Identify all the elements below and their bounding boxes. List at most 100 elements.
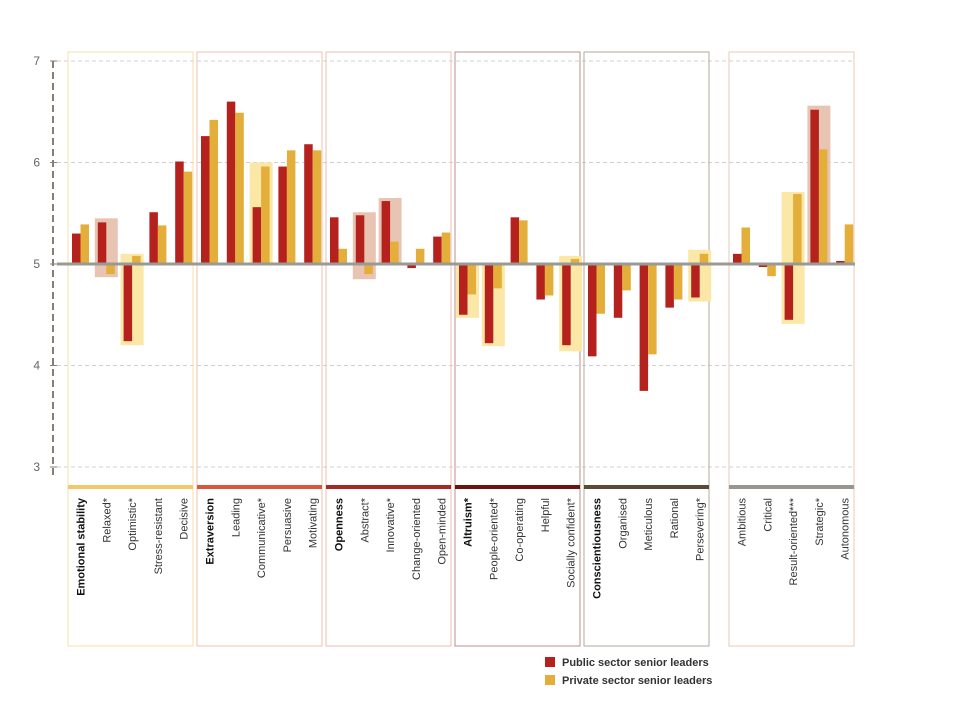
private-bar — [673, 264, 683, 300]
category-labels: Emotional stability Relaxed* Optimistic* St… — [76, 497, 852, 599]
category-label: Rational — [669, 498, 681, 538]
category-label: Optimistic* — [127, 497, 139, 550]
category-label: Decisive — [179, 498, 191, 540]
public-bar — [613, 264, 623, 318]
category-label: Change-oriented — [411, 498, 423, 580]
public-bar — [355, 215, 365, 264]
private-bar — [80, 224, 89, 264]
category-label: Autonomous — [840, 498, 852, 560]
public-bar — [639, 264, 649, 391]
public-bar — [691, 264, 700, 298]
category-label: Relaxed* — [101, 497, 113, 542]
private-bar — [844, 224, 854, 264]
category-label: Altruism* — [463, 497, 475, 547]
public-bar — [278, 166, 287, 264]
private-bar — [338, 248, 347, 264]
group-frame — [325, 51, 452, 647]
private-bar — [570, 258, 580, 264]
private-bar — [818, 149, 828, 264]
category-label: Openness — [334, 498, 346, 551]
public-bar — [510, 217, 520, 264]
public-bar — [484, 264, 494, 344]
public-bar — [433, 236, 442, 264]
private-bar — [390, 241, 399, 264]
public-bar — [459, 264, 468, 315]
y-axis: 3 4 5 6 7 — [33, 54, 57, 478]
private-bar — [793, 193, 802, 264]
public-bar — [733, 253, 742, 264]
public-bar — [588, 264, 597, 357]
category-label: Meticulous — [643, 498, 655, 551]
group-color-strip — [68, 485, 193, 489]
group-frame — [728, 51, 855, 647]
category-label: Extraversion — [205, 498, 217, 565]
group-color-strip — [584, 485, 709, 489]
private-bar — [596, 264, 605, 314]
category-label: Stress-resistant — [153, 498, 165, 574]
category-label: Communicative* — [256, 497, 268, 578]
public-bar — [665, 264, 674, 308]
group-frames — [67, 51, 855, 647]
y-tick-label: 3 — [33, 460, 40, 474]
group-color-strip — [729, 485, 854, 489]
category-label: Abstract* — [359, 497, 371, 542]
private-bar — [209, 119, 218, 265]
category-label: Emotional stability — [76, 497, 88, 596]
public-bar — [72, 233, 81, 264]
category-label: Organised — [617, 498, 629, 549]
y-tick-label: 7 — [33, 54, 40, 68]
category-label: Innovative* — [385, 497, 397, 552]
private-bar — [493, 264, 502, 289]
category-label: People-oriented* — [488, 497, 500, 580]
public-bar — [304, 144, 313, 264]
group-frame — [67, 51, 194, 647]
category-label: Conscientiousness — [592, 498, 604, 599]
public-bar — [407, 264, 416, 269]
private-bar — [544, 264, 554, 296]
private-bar — [622, 264, 631, 291]
public-bar — [784, 264, 794, 320]
y-tick-label: 5 — [33, 257, 40, 271]
legend-swatch — [545, 657, 555, 667]
private-bar — [467, 264, 476, 295]
public-bar — [381, 201, 391, 264]
private-bar — [767, 264, 776, 277]
private-bar — [132, 255, 141, 264]
private-bar — [261, 166, 270, 264]
public-bar — [149, 212, 158, 264]
private-bar — [157, 225, 167, 264]
category-label: Socially confident* — [566, 497, 578, 588]
public-bar — [252, 207, 262, 264]
category-label: Co-operating — [514, 498, 526, 562]
category-label: Helpful — [540, 498, 552, 532]
category-label: Ambitious — [737, 498, 749, 547]
public-bar — [810, 109, 819, 264]
category-label: Motivating — [308, 498, 320, 548]
private-bar — [183, 171, 193, 264]
legend: Public sector senior leaders Private sect… — [545, 657, 712, 687]
private-bar — [415, 248, 425, 264]
private-bar — [286, 150, 296, 264]
public-bar — [330, 217, 339, 264]
public-bar — [758, 264, 768, 268]
legend-label: Public sector senior leaders — [562, 657, 709, 669]
private-bar — [519, 220, 528, 264]
category-label: Persevering* — [695, 497, 707, 561]
public-bar — [226, 101, 236, 264]
y-tick-label: 4 — [33, 359, 40, 373]
private-bar — [648, 264, 657, 355]
public-bar — [97, 222, 107, 264]
group-color-strip — [455, 485, 580, 489]
private-bar — [312, 150, 322, 264]
category-label: Strategic* — [814, 497, 826, 545]
grid-layer — [57, 60, 855, 468]
public-bar — [175, 161, 184, 264]
private-bar — [741, 227, 750, 264]
private-bar — [235, 112, 244, 264]
private-bar — [441, 232, 451, 264]
category-label: Result-oriented*** — [788, 497, 800, 585]
private-bar — [364, 264, 373, 275]
public-bar — [123, 264, 133, 342]
group-frame — [583, 51, 710, 647]
